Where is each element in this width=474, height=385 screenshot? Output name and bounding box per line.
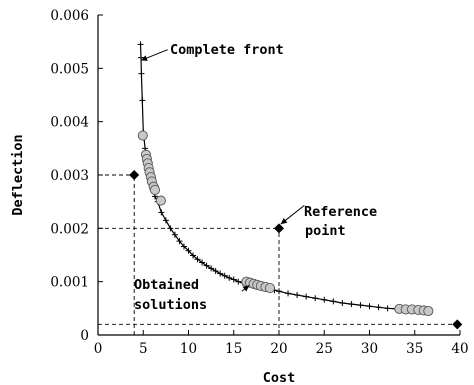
- front-point-22: [203, 262, 210, 269]
- front-point-42: [312, 295, 319, 302]
- reference-point-arrow-head: [280, 217, 288, 225]
- front-point-18: [185, 247, 192, 254]
- reference-point-label-line-1: point: [305, 223, 346, 239]
- complete-front-line: [139, 44, 430, 312]
- front-point-41: [303, 293, 310, 300]
- complete-front-label-line-0: Complete front: [170, 42, 284, 58]
- x-tick-label-7: 35: [406, 341, 423, 357]
- y-tick-label-2: 0.002: [50, 221, 89, 237]
- complete-front-arrow-head: [140, 55, 148, 61]
- obtained-solutions-label-line-1: solutions: [134, 297, 207, 313]
- front-point-15: [171, 231, 178, 238]
- x-tick-label-4: 20: [270, 341, 287, 357]
- front-point-44: [330, 298, 337, 305]
- front-point-50: [384, 305, 391, 312]
- x-tick-label-8: 40: [451, 341, 468, 357]
- x-tick-label-3: 15: [225, 341, 242, 357]
- front-point-48: [366, 303, 373, 310]
- front-point-47: [357, 302, 364, 309]
- front-point-29: [235, 278, 242, 285]
- obtained-solution-point-9: [149, 184, 161, 195]
- obtained-solution-point-0: [137, 130, 148, 141]
- x-tick-label-5: 25: [316, 341, 333, 357]
- front-point-46: [348, 301, 355, 308]
- y-tick-label-1: 0.001: [50, 275, 89, 291]
- front-point-27: [226, 274, 233, 281]
- front-point-1: [137, 54, 144, 61]
- reference-point-label-line-0: Reference: [304, 204, 377, 220]
- x-tick-label-0: 0: [94, 341, 103, 357]
- front-point-13: [162, 217, 169, 224]
- reference-point-marker-1: [274, 223, 284, 234]
- front-point-3: [139, 97, 146, 104]
- obtained-solution-point-17: [264, 283, 276, 294]
- y-tick-label-3: 0.003: [50, 168, 89, 184]
- front-point-14: [167, 225, 174, 232]
- obtained-solutions-arrow-head: [242, 285, 250, 292]
- reference-point-marker-2: [452, 319, 463, 330]
- front-point-49: [375, 304, 382, 311]
- front-point-39: [285, 290, 292, 297]
- front-point-17: [180, 243, 187, 250]
- front-point-19: [190, 252, 197, 259]
- front-point-16: [176, 238, 183, 245]
- obtained-solution-point-10: [155, 195, 166, 206]
- y-tick-label-4: 0.004: [50, 115, 89, 131]
- x-tick-label-1: 5: [139, 341, 148, 357]
- front-point-26: [221, 272, 228, 279]
- front-point-43: [321, 296, 328, 303]
- front-point-25: [217, 270, 224, 277]
- front-point-21: [199, 259, 206, 266]
- obtained-solutions-label-line-0: Obtained: [134, 277, 199, 293]
- y-tick-label-5: 0.005: [50, 61, 89, 77]
- front-point-40: [294, 292, 301, 298]
- front-point-28: [230, 276, 237, 283]
- front-point-20: [194, 256, 201, 263]
- front-point-24: [212, 268, 219, 274]
- front-point-0: [137, 41, 144, 48]
- front-point-38: [276, 288, 282, 295]
- y-axis-title: Deflection: [10, 134, 26, 215]
- front-point-2: [138, 70, 145, 77]
- y-tick-label-0: 0: [80, 328, 89, 344]
- front-point-12: [158, 209, 165, 216]
- front-point-23: [208, 265, 215, 272]
- reference-point-marker-0: [129, 170, 140, 180]
- obtained-solution-point-23: [423, 305, 434, 317]
- y-tick-label-6: 0.006: [50, 8, 89, 24]
- x-tick-label-2: 10: [180, 341, 197, 357]
- front-point-45: [339, 300, 346, 306]
- x-tick-label-6: 30: [361, 341, 378, 357]
- x-axis-title: Cost: [263, 370, 296, 385]
